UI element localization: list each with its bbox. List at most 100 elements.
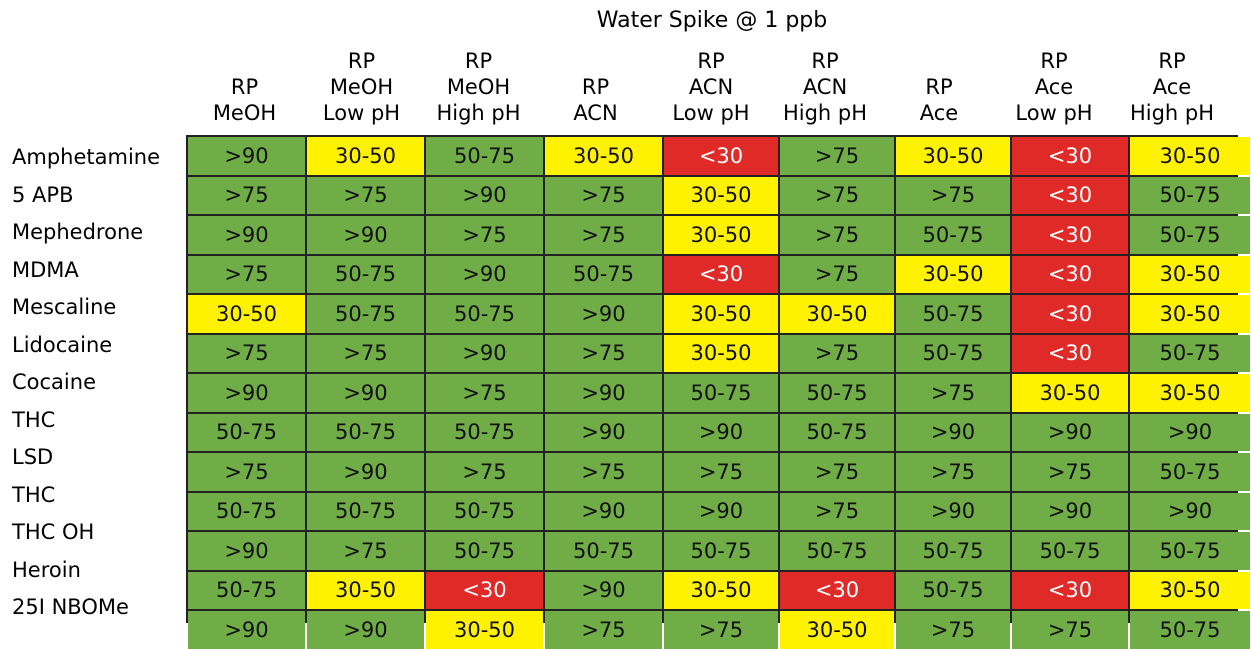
column-header: RP MeOH	[186, 44, 303, 126]
table-cell: <30	[1012, 334, 1128, 372]
table-cell: >90	[188, 216, 305, 254]
table-cell: >90	[188, 137, 305, 175]
table-cell: <30	[1012, 255, 1128, 293]
table-cell: >75	[896, 611, 1010, 649]
table-cell: >75	[780, 334, 894, 372]
table-cell: >75	[545, 334, 662, 372]
table-cell: 50-75	[545, 532, 662, 570]
table-cell: >75	[664, 611, 778, 649]
table-cell: 30-50	[664, 571, 778, 609]
row-label: MDMA	[12, 257, 79, 282]
row-label: 5 APB	[12, 182, 74, 207]
table-cell: 30-50	[307, 137, 424, 175]
table-cell: >75	[545, 453, 662, 491]
column-header-line: RP	[347, 49, 376, 73]
table-cell: 50-75	[1130, 216, 1250, 254]
table-cell: 30-50	[664, 295, 778, 333]
table-cell: 50-75	[188, 492, 305, 530]
column-header-line: High pH	[436, 101, 521, 125]
table-cell: 30-50	[896, 255, 1010, 293]
column-header-line: RP	[925, 75, 953, 99]
table-cell: >75	[545, 216, 662, 254]
table-cell: >90	[545, 374, 662, 412]
column-header: RP Ace	[882, 44, 996, 126]
table-cell: >90	[1130, 492, 1250, 530]
table-cell: >90	[545, 571, 662, 609]
table-cell: 50-75	[307, 413, 424, 451]
table-cell: >90	[188, 611, 305, 649]
column-header-line: Low pH	[1015, 101, 1093, 125]
table-cell: 30-50	[307, 571, 424, 609]
table-cell: >75	[188, 176, 305, 214]
row-label: 25I NBOMe	[12, 595, 129, 619]
table-cell: >75	[1012, 611, 1128, 649]
column-header: RP MeOH High pH	[420, 44, 537, 126]
column-header-line: Ace	[1034, 75, 1074, 99]
table-cell: 30-50	[1130, 137, 1250, 175]
column-header-line: ACN	[802, 75, 848, 99]
table-cell: >75	[780, 453, 894, 491]
table-cell: >75	[896, 374, 1010, 412]
column-header: RP Ace Low pH	[996, 44, 1112, 126]
table-cell: >90	[188, 374, 305, 412]
column-headers: RP MeOH RP MeOH Low pH RP MeOH High pH RP ACN RP AC…	[186, 44, 1238, 126]
column-header-line: RP	[1158, 49, 1186, 73]
table-cell: 50-75	[664, 374, 778, 412]
table-cell: >75	[426, 374, 543, 412]
column-header-line: RP	[230, 75, 259, 99]
table-cell: 30-50	[664, 216, 778, 254]
table-cell: 50-75	[1012, 532, 1128, 570]
table-cell: 50-75	[307, 295, 424, 333]
table-title: Water Spike @ 1 ppb	[596, 8, 828, 33]
table-cell: 30-50	[1130, 571, 1250, 609]
table-cell: <30	[1012, 216, 1128, 254]
table-cell: >90	[545, 413, 662, 451]
table-cell: >75	[188, 453, 305, 491]
column-header-line: RP	[1040, 49, 1068, 73]
table-cell: 50-75	[664, 532, 778, 570]
row-label: Mephedrone	[12, 220, 144, 244]
table-cell: >75	[307, 532, 424, 570]
table-cell: >75	[426, 453, 543, 491]
table-cell: >90	[896, 492, 1010, 530]
table-cell: 50-75	[426, 492, 543, 530]
column-header-line: MeOH	[329, 75, 394, 99]
table-cell: 50-75	[896, 295, 1010, 333]
row-label: THC	[12, 482, 56, 507]
table-cell: >90	[426, 334, 543, 372]
table-cell: 50-75	[896, 216, 1010, 254]
column-header-line: ACN	[573, 101, 618, 125]
table-cell: 50-75	[896, 571, 1010, 609]
table-cell: 30-50	[664, 176, 778, 214]
table-cell: 30-50	[426, 611, 543, 649]
column-header-line: RP	[464, 49, 493, 73]
table-cell: 50-75	[1130, 453, 1250, 491]
table-cell: >75	[307, 334, 424, 372]
column-header-line: High pH	[782, 101, 868, 125]
row-labels: Amphetamine 5 APB Mephedrone MDMA Mescaline L…	[12, 135, 184, 623]
row-label: Cocaine	[12, 370, 96, 394]
row-label: THC	[12, 407, 56, 432]
table-cell: >75	[307, 176, 424, 214]
table-cell: >90	[307, 453, 424, 491]
table-cell: >90	[188, 532, 305, 570]
table-cell: 30-50	[780, 295, 894, 333]
table-cell: >90	[664, 413, 778, 451]
table-cell: 30-50	[545, 137, 662, 175]
table-cell: >90	[426, 255, 543, 293]
table-cell: >75	[780, 216, 894, 254]
table-cell: 50-75	[426, 295, 543, 333]
table-cell: >90	[1130, 413, 1250, 451]
row-label: LSD	[12, 445, 54, 469]
table-cell: >90	[307, 374, 424, 412]
table-cell: <30	[664, 137, 778, 175]
table-cell: 50-75	[780, 532, 894, 570]
table-cell: 30-50	[188, 295, 305, 333]
results-grid: >90 30-50 50-75 30-50 <30 >75 30-50 <30 30-50 >75…	[186, 135, 1250, 649]
table-cell: >90	[545, 295, 662, 333]
table-cell: >75	[780, 176, 894, 214]
table-cell: >75	[780, 492, 894, 530]
table-cell: <30	[664, 255, 778, 293]
table-cell: 50-75	[426, 137, 543, 175]
column-header: RP MeOH Low pH	[303, 44, 420, 126]
